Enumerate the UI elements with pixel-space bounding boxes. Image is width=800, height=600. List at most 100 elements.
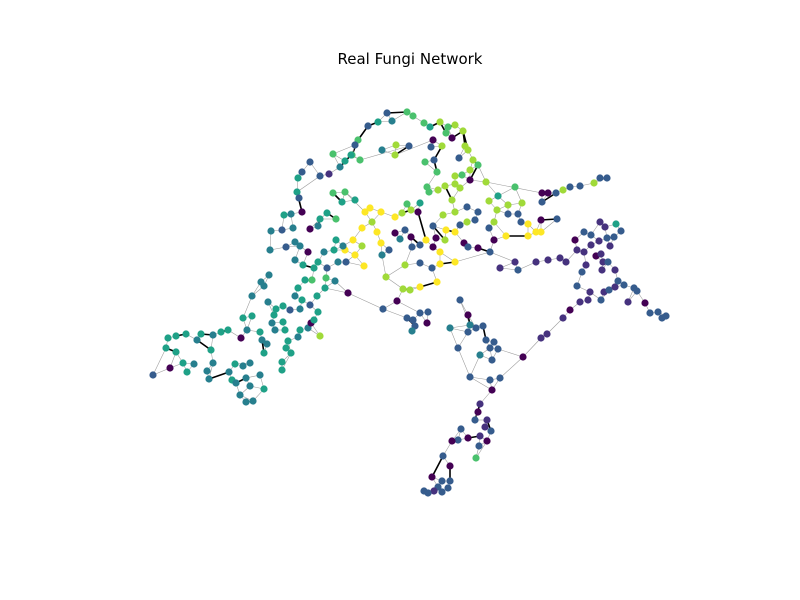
network-node [472, 454, 480, 462]
network-node [256, 371, 264, 379]
network-edge [499, 356, 524, 379]
network-node [646, 309, 654, 317]
network-node [408, 327, 416, 335]
network-node [316, 172, 324, 180]
network-node [472, 324, 480, 332]
network-node [488, 356, 496, 364]
network-node [463, 218, 471, 226]
network-node [451, 172, 459, 180]
network-node [428, 473, 436, 481]
network-node [296, 305, 304, 313]
network-node [451, 208, 459, 216]
network-node [446, 462, 454, 470]
network-node [429, 222, 437, 230]
network-node [334, 258, 342, 266]
network-node [543, 330, 551, 338]
network-edge [347, 292, 384, 310]
network-node [364, 122, 372, 130]
network-node [278, 358, 286, 366]
network-node [320, 248, 328, 256]
network-node [582, 261, 590, 269]
network-node [266, 246, 274, 254]
network-node [487, 427, 495, 435]
network-nodes [149, 108, 670, 497]
network-node [243, 326, 251, 334]
network-node [441, 236, 449, 244]
network-node [351, 141, 359, 149]
network-node [308, 276, 316, 284]
network-node [439, 211, 447, 219]
network-node [537, 228, 545, 236]
network-node [361, 208, 369, 216]
network-node [580, 228, 588, 236]
network-node [416, 199, 424, 207]
network-node [587, 231, 595, 239]
network-node [399, 285, 407, 293]
network-node [385, 246, 393, 254]
network-node [466, 176, 474, 184]
network-node [514, 266, 522, 274]
network-edge [546, 317, 564, 335]
network-node [279, 318, 287, 326]
network-node [294, 333, 302, 341]
network-node [388, 117, 396, 125]
network-node [379, 305, 387, 313]
network-node [347, 151, 355, 159]
network-node [310, 316, 318, 324]
network-node [483, 437, 491, 445]
network-node [329, 189, 337, 197]
network-node [205, 375, 213, 383]
network-node [482, 336, 490, 344]
network-node [263, 340, 271, 348]
network-node [351, 196, 359, 204]
network-node [323, 264, 331, 272]
network-node [620, 281, 628, 289]
network-node [314, 222, 322, 230]
network-node [301, 276, 309, 284]
network-node [260, 349, 268, 357]
network-node [193, 336, 201, 344]
network-node [207, 346, 215, 354]
network-node [448, 437, 456, 445]
network-node [265, 271, 273, 279]
network-node [504, 210, 512, 218]
network-node [341, 188, 349, 196]
network-node [436, 248, 444, 256]
network-edge [497, 348, 524, 358]
network-node [209, 359, 217, 367]
network-node [456, 296, 464, 304]
network-node [430, 156, 438, 164]
network-node [544, 256, 552, 264]
network-node [511, 258, 519, 266]
network-node [524, 232, 532, 240]
network-node [451, 180, 459, 188]
network-node [298, 208, 306, 216]
network-node [316, 332, 324, 340]
network-node [504, 201, 512, 209]
network-node [517, 218, 525, 226]
network-node [538, 198, 546, 206]
network-node [278, 366, 286, 374]
network-node [236, 391, 244, 399]
network-node [566, 306, 574, 314]
network-node [488, 386, 496, 394]
network-node [598, 266, 606, 274]
network-node [654, 308, 662, 316]
network-node [471, 216, 479, 224]
network-node [524, 220, 532, 228]
network-node [476, 351, 484, 359]
network-node [323, 209, 331, 217]
network-node [617, 227, 625, 235]
network-node [377, 239, 385, 247]
network-node [464, 243, 472, 251]
network-node [584, 296, 592, 304]
network-node [242, 374, 250, 382]
network-node [571, 236, 579, 244]
network-node [479, 322, 487, 330]
network-node [391, 151, 399, 159]
network-edge [417, 211, 427, 241]
network-node [403, 200, 411, 208]
network-node [232, 379, 240, 387]
network-node [485, 224, 493, 232]
network-node [434, 186, 442, 194]
